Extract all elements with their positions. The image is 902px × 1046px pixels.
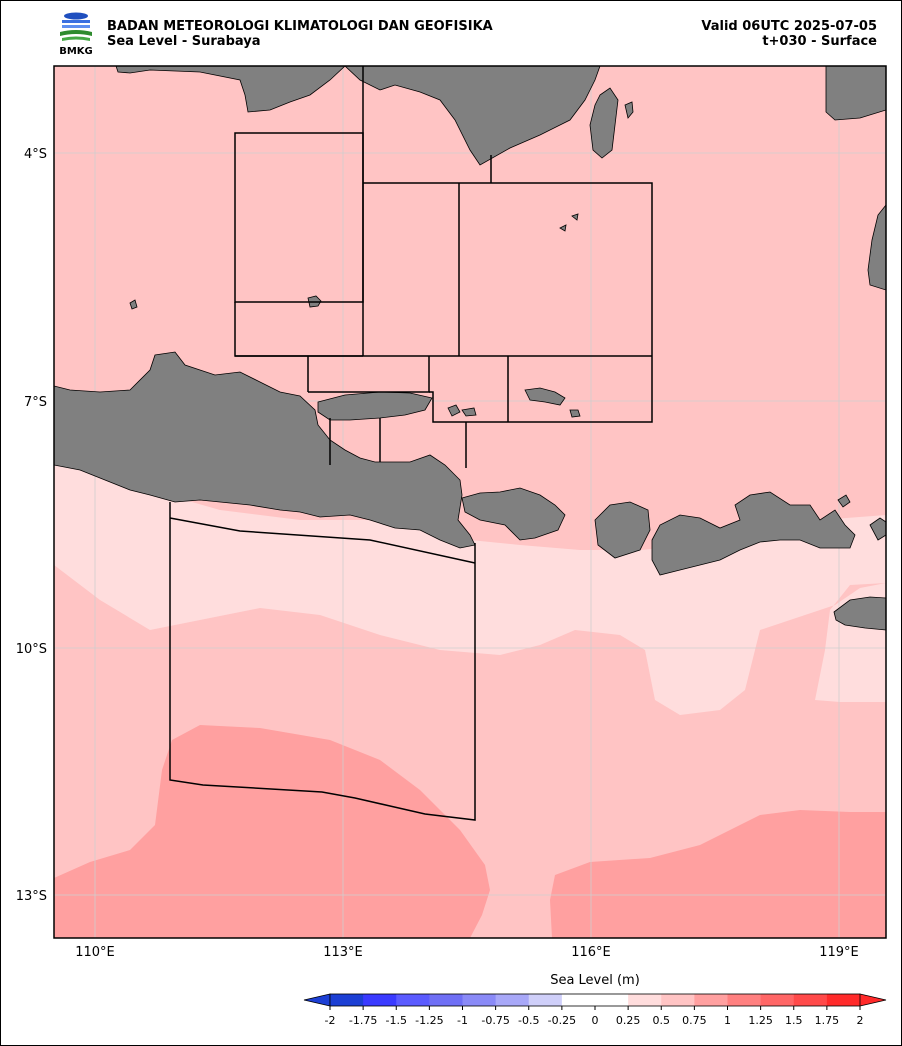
contour-band-1-0-right <box>550 810 886 938</box>
colorbar-segment <box>694 994 728 1006</box>
colorbar <box>303 993 887 1007</box>
land-islet-north <box>571 213 579 221</box>
y-tick-label: 4°S <box>24 147 47 162</box>
land-sumba <box>833 596 886 631</box>
x-tick-labels: 110°E 113°E 116°E 119°E <box>75 945 859 960</box>
colorbar-tick-label: 0 <box>592 1014 599 1027</box>
land-islet-kangean <box>569 409 581 418</box>
land-islet-sumbawa-1 <box>837 494 851 508</box>
colorbar-tick-label: -0.75 <box>481 1014 509 1027</box>
colorbar-tick-label: -0.5 <box>518 1014 539 1027</box>
colorbar-tick-label: -1.25 <box>415 1014 443 1027</box>
colorbar-segment <box>793 994 828 1006</box>
x-tick-label: 116°E <box>571 945 611 960</box>
y-tick-label: 13°S <box>16 889 47 904</box>
colorbar-tick-label: 1 <box>724 1014 731 1027</box>
land-lombok <box>594 501 651 559</box>
land-java <box>54 351 476 549</box>
product-title: Sea Level - Surabaya <box>107 34 261 49</box>
land-masses <box>54 66 886 631</box>
colorbar-tick-labels: -2 -1.75 -1.5 -1.25 -1 -0.75 -0.5 -0.25 0 0.25 0.5… <box>325 1006 864 1027</box>
colorbar-segment <box>462 994 497 1006</box>
land-islet-laut <box>624 101 634 119</box>
colorbar-segment <box>330 994 364 1006</box>
colorbar-segment <box>429 994 463 1006</box>
colorbar-segment <box>826 994 861 1006</box>
colorbar-tick-label: -0.25 <box>548 1014 576 1027</box>
valid-time: Valid 06UTC 2025-07-05 <box>701 19 877 34</box>
map-border <box>53 65 887 939</box>
land-sulawesi-arm <box>867 204 886 291</box>
colorbar-segment <box>495 994 530 1006</box>
colorbar-tick-label: 0.5 <box>653 1014 671 1027</box>
map-area <box>54 66 886 938</box>
colorbar-label: Sea Level (m) <box>550 973 640 988</box>
land-kangean <box>524 387 566 406</box>
colorbar-tick-label: -1 <box>457 1014 468 1027</box>
contour-band-1-0-left <box>54 725 490 938</box>
colorbar-segment <box>661 994 695 1006</box>
colorbar-segment <box>528 994 563 1006</box>
land-karimunjawa <box>129 299 138 310</box>
colorbar-tick-label: -1.75 <box>349 1014 377 1027</box>
colorbar-tick-label: 0.75 <box>682 1014 707 1027</box>
land-islet-sapudi <box>447 404 461 417</box>
contour-band-0-5 <box>54 462 886 715</box>
land-sulawesi-tip <box>825 66 886 121</box>
land-borneo-east <box>344 66 601 166</box>
colorbar-under-arrow <box>303 993 331 1007</box>
land-bali <box>461 487 566 541</box>
colorbar-tick-label: 1.5 <box>785 1014 803 1027</box>
forecast-step: t+030 - Surface <box>762 34 877 49</box>
y-tick-labels: 4°S 7°S 10°S 13°S <box>16 147 47 904</box>
land-borneo-west <box>115 66 346 113</box>
colorbar-tick-label: 2 <box>857 1014 864 1027</box>
x-tick-label: 119°E <box>819 945 859 960</box>
land-islet-sumbawa-2 <box>869 517 886 541</box>
colorbar-segment <box>628 994 662 1006</box>
y-tick-label: 7°S <box>24 395 47 410</box>
colorbar-tick-label: -1.5 <box>386 1014 407 1027</box>
x-tick-label: 113°E <box>323 945 363 960</box>
agency-title: BADAN METEOROLOGI KLIMATOLOGI DAN GEOFIS… <box>107 19 493 34</box>
colorbar-tick-label: -2 <box>325 1014 336 1027</box>
colorbar-tick-label: 0.25 <box>616 1014 641 1027</box>
colorbar-segment <box>396 994 430 1006</box>
colorbar-segment <box>727 994 762 1006</box>
colorbar-over-arrow <box>859 993 887 1007</box>
colorbar-segment <box>595 994 629 1006</box>
gridlines <box>54 66 886 938</box>
colorbar-tick-label: 1.75 <box>815 1014 840 1027</box>
bmkg-logo: BMKG <box>59 12 93 56</box>
logo-text: BMKG <box>59 46 93 56</box>
colorbar-segment <box>760 994 795 1006</box>
y-tick-label: 10°S <box>16 642 47 657</box>
x-tick-label: 110°E <box>75 945 115 960</box>
land-sumbawa <box>651 491 856 576</box>
colorbar-tick-label: 1.25 <box>748 1014 773 1027</box>
colorbar-segment <box>561 994 596 1006</box>
land-islet-raas <box>461 407 477 417</box>
land-masalembu <box>559 224 567 232</box>
land-pulau-laut <box>589 87 619 159</box>
forecast-area-boundaries <box>169 66 653 821</box>
colorbar-segment <box>363 994 397 1006</box>
